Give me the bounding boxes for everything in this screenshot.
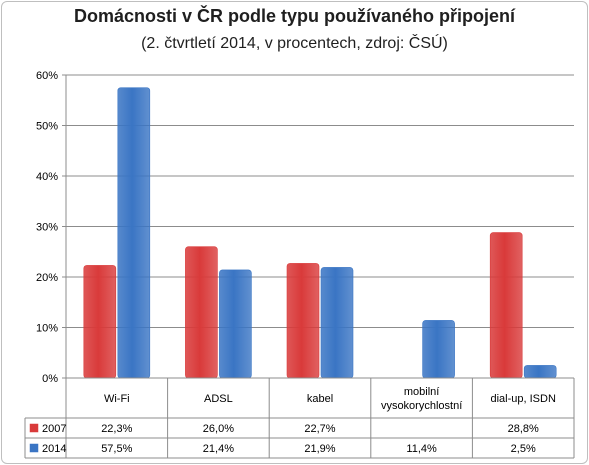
y-tick-label: 60%: [36, 70, 58, 82]
legend-swatch-2014: [29, 443, 39, 453]
y-tick-label: 50%: [36, 121, 58, 133]
bar-2014-3: [320, 267, 354, 379]
data-label: 22,7%: [304, 423, 335, 435]
legend-swatch-2007: [29, 423, 39, 433]
data-label: 21,9%: [304, 443, 335, 455]
y-tick-label: 0%: [42, 373, 58, 385]
legend-label-2007: 2007: [42, 423, 66, 435]
legend-label-2014: 2014: [42, 443, 66, 455]
chart-title: Domácnosti v ČR podle typu používaného p…: [73, 6, 516, 26]
bar-2007-1: [83, 265, 117, 379]
data-label: 2,5%: [511, 443, 536, 455]
y-tick-label: 40%: [36, 171, 58, 183]
data-label: 57,5%: [101, 443, 132, 455]
bar-2014-5: [523, 365, 557, 379]
y-tick-label: 10%: [36, 323, 58, 335]
category-label: kabel: [307, 393, 333, 405]
data-label: 26,0%: [203, 423, 234, 435]
bar-2014-2: [219, 269, 252, 379]
bar-2014-1: [117, 87, 151, 379]
data-label: 21,4%: [203, 443, 234, 455]
category-label: vysokorychlostní: [381, 400, 462, 412]
data-label: 22,3%: [101, 423, 132, 435]
chart-subtitle: (2. čtvrtletí 2014, v procentech, zdroj:…: [141, 35, 448, 52]
category-label: Wi-Fi: [104, 393, 130, 405]
bar-2007-5: [489, 232, 523, 379]
y-tick-label: 30%: [36, 222, 58, 234]
bar-2007-2: [185, 246, 218, 379]
data-label: 11,4%: [406, 443, 437, 455]
y-tick-label: 20%: [36, 272, 58, 284]
category-label: dial-up, ISDN: [490, 393, 555, 405]
data-label: 28,8%: [508, 423, 539, 435]
bar-2007-3: [286, 263, 320, 379]
bar-2014-4: [422, 320, 455, 379]
category-label: ADSL: [204, 393, 233, 405]
category-label: mobilní: [404, 386, 439, 398]
